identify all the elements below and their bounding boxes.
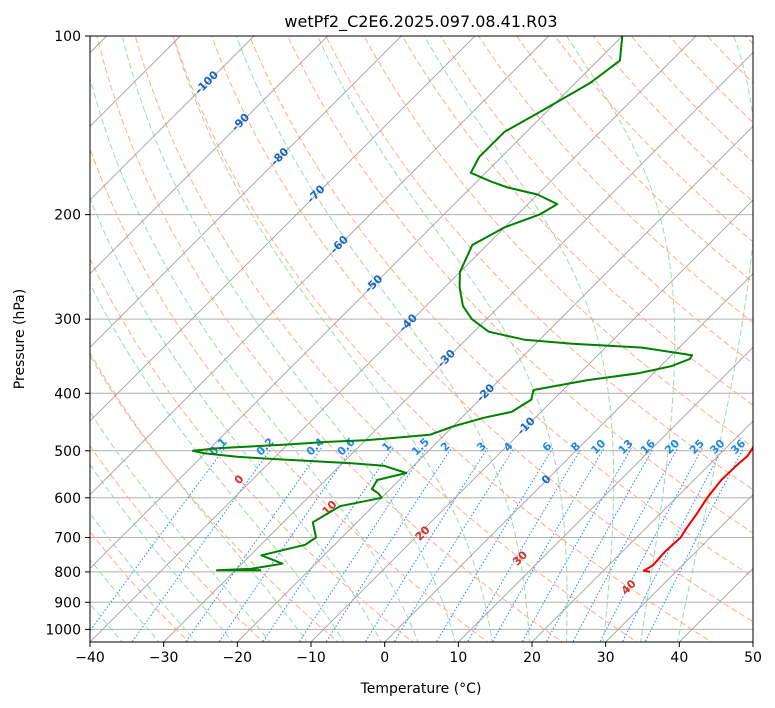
mixing-ratio-line: [435, 447, 554, 642]
x-tick-label: 10: [449, 650, 467, 666]
moist-adiabat-line: [90, 75, 419, 642]
x-tick-label: 30: [597, 650, 615, 666]
x-axis: −40 −30 −20 −10 0 10 20 30 40 50: [75, 642, 762, 666]
mixing-ratio-line: [545, 447, 654, 642]
y-tick-label: 400: [54, 386, 81, 402]
mixing-ratio-line: [325, 447, 452, 642]
y-tick-label: 700: [54, 531, 81, 547]
dry-adiabat-line: [134, 36, 638, 642]
moist-adiabat-line: [90, 558, 160, 642]
moist-adiabat-line: [90, 282, 345, 642]
x-tick-label: 40: [670, 650, 688, 666]
x-tick-label: −40: [75, 650, 105, 666]
y-tick-label: 500: [54, 444, 81, 460]
mixing-ratio-line: [521, 447, 632, 642]
y-axis: 100 200 300 400 500 600 700 800 900 1000: [45, 29, 90, 638]
y-tick-label: 600: [54, 491, 81, 507]
dewpoint-profile-line: [191, 36, 694, 572]
dry-adiabat-line: [249, 36, 753, 578]
y-tick-label: 100: [54, 29, 81, 45]
dry-adiabat-line: [439, 36, 753, 365]
isotherm-line: [90, 36, 476, 422]
dry-adiabat-line: [325, 36, 753, 491]
x-tick-label: −20: [223, 650, 253, 666]
isotherm-line: [90, 36, 255, 201]
x-tick-label: 50: [744, 650, 762, 666]
temperature-profile-line: [642, 445, 753, 573]
moist-adiabat-line: [90, 463, 234, 642]
isotherm-line: [310, 199, 753, 642]
x-tick-label: 0: [380, 650, 389, 666]
chart-title: wetPf2_C2E6.2025.097.08.41.R03: [284, 12, 557, 32]
isotherm-line: [237, 125, 753, 642]
mixing-ratio-line: [572, 447, 679, 642]
isotherm-line: [163, 52, 753, 642]
moist-adiabat-line: [90, 196, 382, 642]
isotherm-line: [90, 36, 697, 642]
isotherm-line: [90, 36, 549, 496]
isotherm-line: [384, 273, 753, 642]
moist-adiabat-line: [90, 512, 197, 642]
moist-adiabat-line: [423, 36, 615, 642]
profile-series: [191, 36, 753, 573]
x-tick-label: −10: [296, 650, 326, 666]
mixing-ratio-line: [644, 447, 744, 642]
y-tick-label: 800: [54, 565, 81, 581]
dry-adiabat-line: [90, 530, 190, 642]
y-axis-title: Pressure (hPa): [12, 289, 28, 389]
isotherm-line: [90, 36, 328, 275]
mixing-ratio-line: [90, 447, 226, 632]
isotherm-line: [531, 420, 753, 642]
moist-adiabat-line: [566, 36, 676, 642]
y-tick-label: 1000: [45, 622, 81, 638]
x-tick-label: 20: [523, 650, 541, 666]
dry-adiabat-line: [172, 36, 713, 642]
y-tick-label: 300: [54, 312, 81, 328]
moist-adiabat-line: [121, 36, 456, 642]
mixing-ratio-line: [218, 447, 353, 642]
moist-adiabat-line: [90, 410, 271, 642]
dry-adiabat-line: [90, 257, 414, 642]
mixing-ratio-line: [185, 447, 322, 642]
isotherm-line: [90, 36, 623, 569]
mixing-ratio-lines: [90, 447, 744, 642]
isotherm-line: [458, 346, 753, 642]
dry-adiabat-line: [210, 36, 753, 623]
y-tick-label: 200: [54, 208, 81, 224]
isotherms: [90, 36, 753, 642]
dry-adiabats: [90, 36, 753, 642]
y-tick-label: 900: [54, 595, 81, 611]
plot-frame: [89, 35, 754, 643]
moist-adiabat-line: [172, 36, 493, 642]
dry-adiabat-line: [401, 36, 753, 406]
moist-adiabat-line: [676, 36, 753, 642]
mixing-ratio-line: [466, 447, 582, 642]
isotherm-line: [90, 36, 402, 348]
dry-adiabat-line: [287, 36, 753, 534]
dry-adiabat-line: [90, 354, 340, 642]
isotherm-line: [605, 494, 753, 642]
x-axis-title: Temperature (°C): [360, 681, 482, 697]
x-tick-label: −30: [149, 650, 179, 666]
mixing-ratio-line: [364, 447, 488, 642]
moist-adiabat-line: [317, 36, 568, 642]
moist-adiabat-line: [90, 351, 308, 642]
dry-adiabat-line: [90, 147, 489, 642]
